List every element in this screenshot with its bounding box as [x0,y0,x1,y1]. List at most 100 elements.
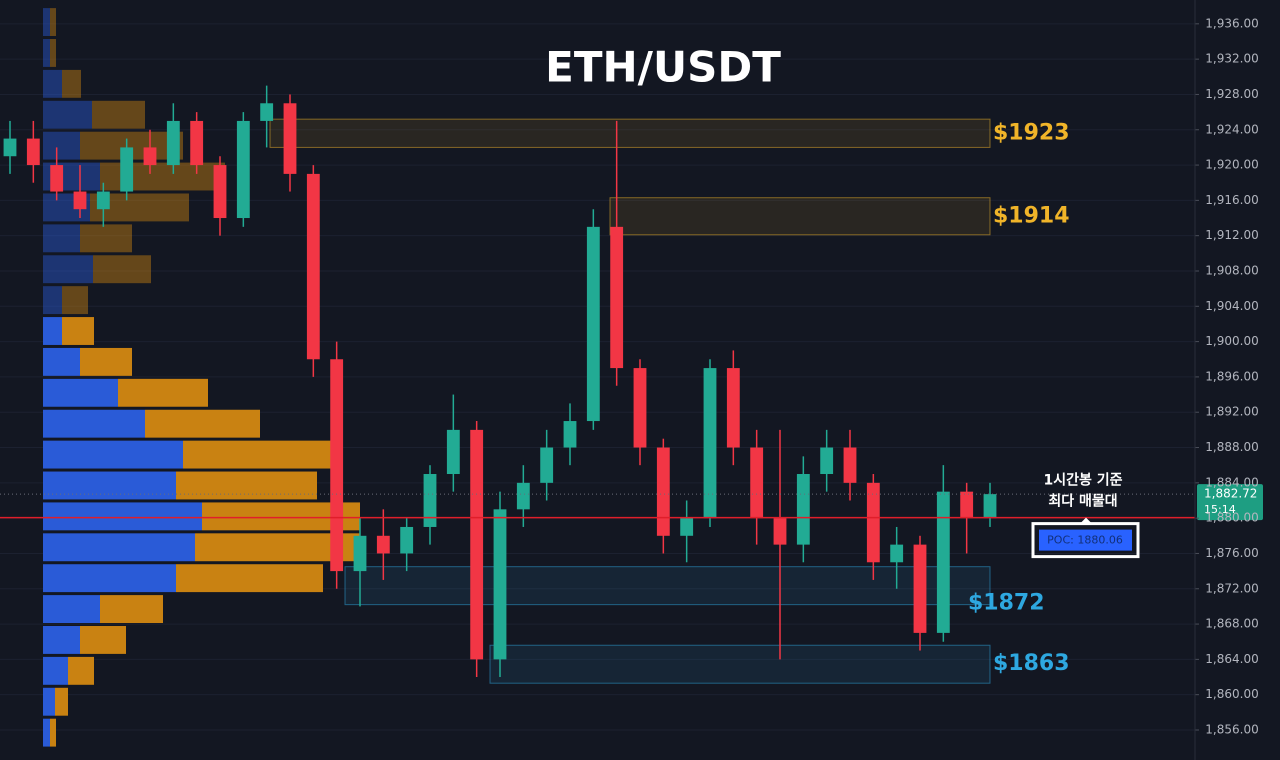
profile-buy-bar [43,626,80,654]
candle-body [773,518,787,545]
chart-title: ETH/USDT [545,43,781,92]
profile-buy-bar [43,100,92,129]
candle-body [283,103,297,174]
last-price-label: 1,882.72 [1204,487,1257,501]
profile-sell-bar [50,39,56,67]
candle-body [330,359,344,572]
candle-body [190,120,204,166]
zone-label: $1863 [993,651,1070,676]
y-tick-label: 1,884.00 [1205,475,1258,489]
zone-label: $1872 [968,591,1045,616]
y-tick-label: 1,912.00 [1205,228,1258,242]
candle-body [633,368,647,448]
y-tick-label: 1,872.00 [1205,581,1258,595]
candles [3,85,997,678]
candle-body [50,165,64,192]
candle-body [120,147,134,192]
profile-sell-bar [100,162,225,191]
y-tick-label: 1,936.00 [1205,16,1258,30]
profile-buy-bar [43,378,118,407]
overlay: $1923 $1914 $1872 $1863 POC: 1880.06 1시간봉 기준최… [0,120,1263,676]
profile-buy-bar [43,718,50,747]
price-zone [344,566,991,606]
y-tick-label: 1,920.00 [1205,158,1258,172]
poc-note: 최다 매물대 [1048,494,1117,510]
price-axis: 1,856.00 1,860.00 1,864.00 1,868.00 1,872.00… [1194,0,1259,760]
candle-body [493,509,507,660]
candle-body [936,491,950,633]
candle-body [3,138,17,157]
price-zone [489,644,991,684]
profile-buy-bar [43,471,176,500]
profile-buy-bar [43,687,55,716]
profile-buy-bar [43,69,62,98]
candle-body [703,368,717,519]
candle-body [470,429,484,660]
candle-body [983,494,997,519]
countdown-label: 15:14 [1204,503,1236,516]
candle-body [166,120,180,166]
profile-buy-bar [43,533,195,562]
y-tick-label: 1,916.00 [1205,193,1258,207]
profile-sell-bar [80,347,132,376]
poc-note: 1시간봉 기준 [1043,472,1122,489]
profile-sell-bar [176,564,323,593]
candle-body [400,526,414,554]
candle-body [540,447,554,483]
profile-sell-bar [62,69,81,98]
y-tick-label: 1,888.00 [1205,440,1258,454]
volume-profile [43,8,360,747]
candle-body [610,226,624,369]
profile-sell-bar [68,656,94,685]
candle-body [376,535,390,554]
profile-sell-bar [183,440,335,469]
profile-buy-bar [43,347,80,376]
profile-buy-bar [43,409,145,438]
candle-body [680,518,694,536]
y-tick-label: 1,924.00 [1205,122,1258,136]
candle-body [820,447,834,475]
profile-buy-bar [43,317,62,345]
candle-body [563,421,577,448]
poc-box [1039,529,1132,551]
price-zone [609,197,991,236]
profile-buy-bar [43,564,176,593]
y-tick-label: 1,904.00 [1205,299,1258,313]
candle-body [236,120,250,219]
poc-box-frame [1031,522,1140,559]
candle-body [866,482,880,563]
candle-body [726,368,740,448]
candle-body [26,138,40,166]
candle-body [750,447,764,519]
y-tick-label: 1,876.00 [1205,546,1258,560]
y-tick-label: 1,856.00 [1205,722,1258,736]
profile-sell-bar [80,626,126,654]
profile-buy-bar [43,224,80,253]
profile-buy-bar [43,502,202,531]
y-tick-label: 1,864.00 [1205,652,1258,666]
profile-sell-bar [55,687,68,716]
profile-sell-bar [80,224,132,253]
profile-buy-bar [43,656,68,685]
price-zone [269,118,991,148]
profile-sell-bar [92,100,145,129]
profile-sell-bar [62,317,94,345]
candle-body [353,535,367,572]
profile-sell-bar [176,471,317,500]
candle-body [960,491,974,519]
candle-body [516,482,530,510]
zone-label: $1914 [993,203,1070,228]
y-tick-label: 1,892.00 [1205,405,1258,419]
candle-body [143,147,157,166]
profile-sell-bar [93,255,151,284]
zone-label: $1923 [993,120,1070,145]
candle-body [656,447,670,536]
candle-body [913,544,927,633]
y-tick-label: 1,860.00 [1205,687,1258,701]
y-tick-label: 1,928.00 [1205,87,1258,101]
profile-buy-bar [43,255,93,284]
candle-body [213,165,227,219]
profile-sell-bar [50,8,56,37]
